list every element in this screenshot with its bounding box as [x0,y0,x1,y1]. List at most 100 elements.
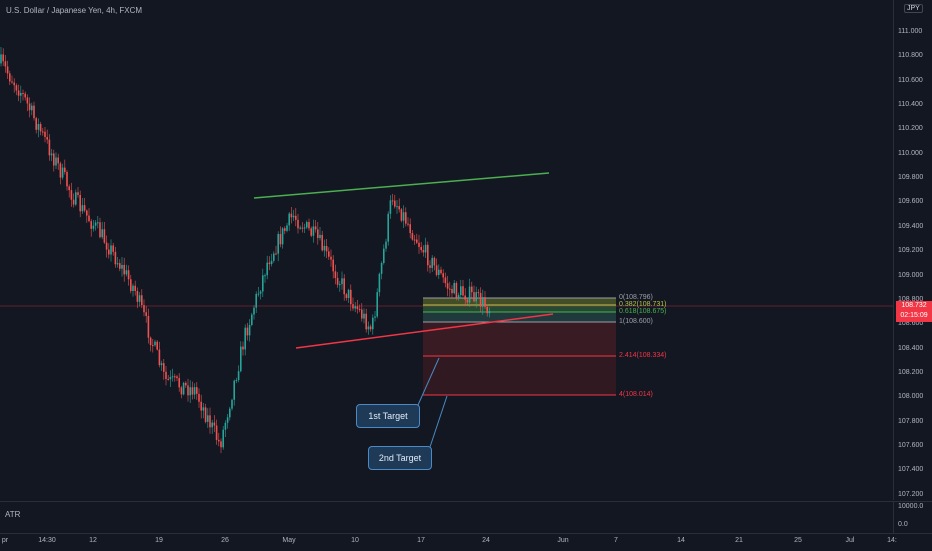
atr-indicator-label[interactable]: ATR [5,510,21,519]
candle-body [72,199,75,205]
fib-zone-0382-0618 [423,305,616,312]
candle-body [352,304,354,309]
candle-body [310,228,312,236]
candle-body [28,103,31,111]
first-target-callout[interactable]: 1st Target [356,404,420,428]
candle-body [110,245,112,255]
candle-body [462,286,464,296]
candle-body [253,307,255,315]
candle-body [152,345,154,347]
candle-body [418,242,420,247]
candle-body [284,228,286,231]
price-axis-label: 110.800 [898,52,923,60]
current-price-tag: 108.732 02:15:09 [896,301,932,322]
candle-body [444,277,447,284]
candle-body [185,382,187,386]
support-trendline[interactable] [295,313,554,349]
candle-body [455,282,458,298]
candle-body [435,265,438,275]
candle-body [136,290,139,302]
candle-body [90,221,92,229]
time-axis[interactable]: pr 14:30 12 19 26 May 10 17 24 Jun 7 14 21 25 Jul 14: [0,533,932,551]
candle-body [165,371,167,379]
price-axis[interactable]: 111.000 110.800 110.600 110.400 110.200 110.0… [893,0,932,500]
fib-zone-0-0382 [423,298,616,305]
price-axis-label: 109.400 [898,222,924,230]
candle-body [314,226,317,230]
time-axis-label: 7 [614,537,618,544]
candle-body [50,153,53,156]
candle-body [121,264,123,269]
candle-body [343,278,345,295]
time-axis-label: Jun [557,537,569,544]
candle-body [453,282,455,294]
candle-body [0,54,2,64]
candle-body [427,244,429,266]
candle-body [400,209,403,221]
candle-body [53,153,55,166]
candle-body [196,387,198,394]
candle-body [275,253,277,255]
candle-body [42,131,44,133]
candle-body [270,260,273,265]
candle-body [145,312,147,316]
candle-body [154,341,156,346]
candle-body [299,227,301,229]
candle-body [125,270,128,275]
candle-body [295,215,297,220]
candle-body [449,288,451,290]
candle-body [200,401,202,411]
candle-body [68,186,70,191]
candle-body [380,262,383,274]
price-chart[interactable]: U.S. Dollar / Japanese Yen, 4h, FXCM 0(1… [0,0,893,500]
second-target-pointer [429,395,448,448]
fib-label-0618: 0.618(108.675) [619,308,667,315]
time-axis-label: 19 [155,537,163,544]
bar-countdown: 02:15:09 [900,312,928,319]
candlestick-series [0,46,491,454]
candle-body [70,190,73,200]
candle-body [257,293,260,295]
candle-body [319,234,321,239]
price-axis-label: 110.600 [898,76,923,84]
candle-body [33,105,35,119]
time-axis-label: 14: [887,537,897,544]
candle-body [176,376,178,379]
candle-body [178,378,180,388]
candle-body [286,225,288,231]
candle-body [48,139,51,156]
candle-body [416,239,418,243]
time-axis-label: 26 [221,537,229,544]
candle-body [339,284,341,286]
candle-body [460,286,462,296]
candle-body [365,313,367,330]
candle-body [471,286,473,293]
candle-body [37,123,40,130]
candle-body [15,85,18,91]
candle-body [149,337,152,346]
time-axis-label: 24 [482,537,490,544]
candle-body [209,415,211,428]
fibonacci-extension[interactable] [423,297,616,396]
symbol-title[interactable]: U.S. Dollar / Japanese Yen, 4h, FXCM [6,6,143,15]
currency-badge[interactable]: JPY [904,4,923,13]
price-axis-label: 107.200 [898,490,924,498]
candle-body [363,313,365,319]
resistance-trendline[interactable] [253,172,550,199]
price-axis-label: 111.000 [898,28,923,35]
candle-body [464,295,466,300]
second-target-callout[interactable]: 2nd Target [368,446,432,470]
candle-body [55,157,57,166]
candle-body [446,283,449,289]
candle-body [442,273,444,278]
candle-body [356,306,359,310]
candle-body [466,299,469,303]
candle-body [39,123,42,132]
atr-pane[interactable]: ATR [0,501,893,534]
candle-body [361,309,363,319]
first-target-pointer [417,357,440,406]
chart-canvas[interactable] [0,0,893,500]
candle-body [77,192,79,196]
price-axis-label: 110.400 [898,101,923,109]
price-axis-label: 109.800 [898,174,924,182]
